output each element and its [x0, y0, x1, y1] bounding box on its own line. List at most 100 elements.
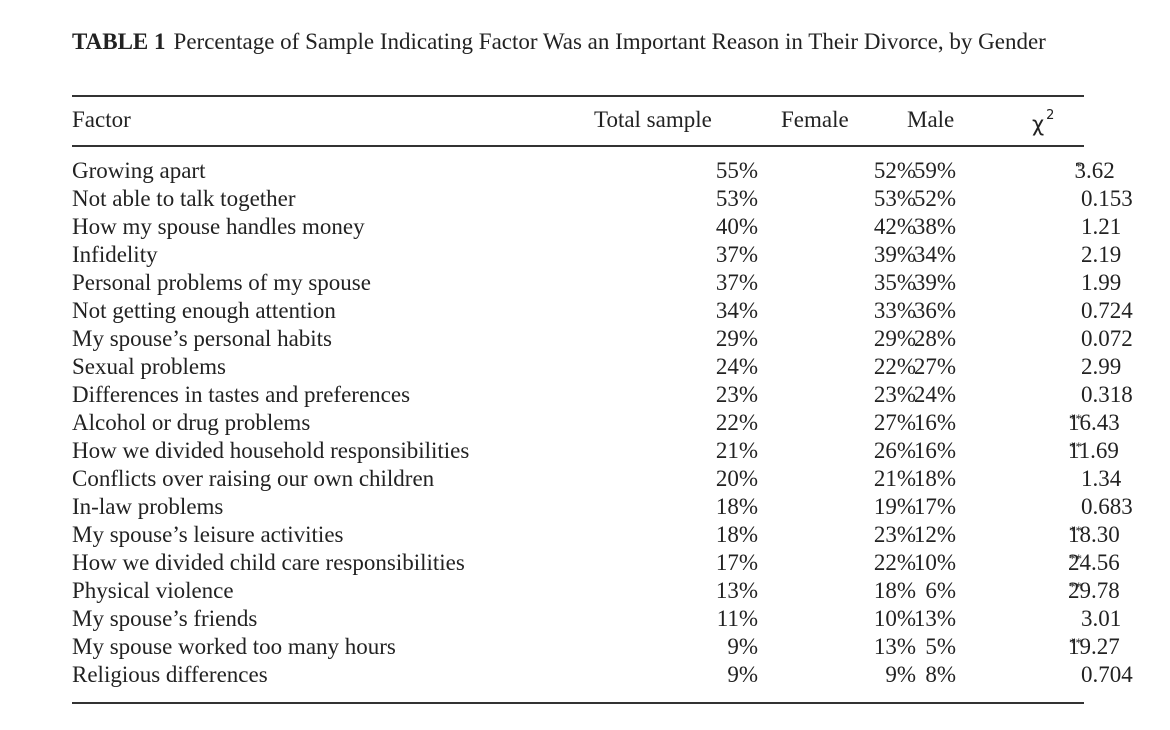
- cell-male: 34%: [913, 242, 956, 267]
- cell-factor: Physical violence: [72, 578, 234, 603]
- significance-marker: **: [1069, 523, 1082, 538]
- cell-factor: Not getting enough attention: [72, 298, 336, 323]
- cell-female: 23%: [873, 382, 916, 407]
- column-header-factor: Factor: [72, 107, 131, 132]
- table-row: Differences in tastes and preferences 23%…: [72, 381, 1133, 412]
- cell-chi-square: 11.69 **: [1068, 437, 1119, 468]
- chi-value: 2.19: [1081, 242, 1122, 267]
- cell-female: 53%: [873, 186, 916, 211]
- cell-chi-square: 0.683: [1081, 493, 1133, 524]
- chi-value: 0.153: [1081, 186, 1133, 211]
- chi-value: 18.30: [1068, 522, 1120, 547]
- column-header-female: Female: [781, 107, 849, 132]
- chi-value: 1.34: [1081, 466, 1122, 491]
- cell-male: 36%: [913, 298, 956, 323]
- cell-chi-square: 18.30 **: [1068, 521, 1120, 552]
- cell-female: 23%: [873, 522, 916, 547]
- cell-total-sample: 21%: [715, 438, 758, 463]
- table-row: How my spouse handles money 40% 42% 38% 1.21: [72, 213, 1121, 244]
- top-rule: [72, 95, 1084, 97]
- cell-chi-square: 16.43 **: [1068, 409, 1120, 440]
- cell-chi-square: 1.21: [1081, 213, 1121, 244]
- table-row: Personal problems of my spouse 37% 35% 39% 1…: [72, 269, 1121, 297]
- cell-total-sample: 18%: [715, 522, 758, 547]
- chi-value: 19.27: [1068, 634, 1120, 659]
- chi-value: 2.99: [1081, 354, 1122, 379]
- cell-male: 18%: [913, 466, 956, 491]
- cell-female: 35%: [873, 270, 916, 295]
- cell-female: 9%: [885, 662, 916, 687]
- cell-factor: Differences in tastes and preferences: [72, 382, 411, 407]
- cell-total-sample: 24%: [715, 354, 758, 379]
- cell-female: 22%: [873, 354, 916, 379]
- table-row: In-law problems 18% 19% 17% 0.683: [72, 493, 1133, 524]
- cell-female: 33%: [873, 298, 916, 323]
- cell-total-sample: 37%: [715, 270, 758, 295]
- table-row: Alcohol or drug problems 22% 27% 16% 16.43 **: [72, 409, 1120, 440]
- cell-total-sample: 53%: [715, 186, 758, 211]
- chi-value: 3.62: [1074, 158, 1115, 183]
- cell-chi-square: 2.99: [1081, 353, 1121, 384]
- cell-male: 10%: [913, 550, 956, 575]
- cell-factor: Alcohol or drug problems: [72, 410, 311, 435]
- chi-superscript: 2: [1046, 108, 1055, 123]
- cell-male: 38%: [913, 214, 956, 239]
- table-row: How we divided household responsibilitie…: [72, 437, 1119, 468]
- cell-male: 59%: [913, 158, 956, 183]
- cell-total-sample: 18%: [715, 494, 758, 519]
- table-row: My spouse’s personal habits 29% 29% 28% 0.07…: [72, 325, 1133, 356]
- table-caption: TABLE 1 Percentage of Sample Indicating F…: [72, 28, 1102, 55]
- cell-male: 16%: [913, 438, 956, 463]
- header-rule: [72, 145, 1084, 147]
- significance-marker: **: [1069, 439, 1082, 454]
- cell-total-sample: 34%: [715, 298, 758, 323]
- chi-value: 0.318: [1081, 382, 1133, 407]
- cell-factor: My spouse’s leisure activities: [72, 522, 344, 547]
- table-row: Not getting enough attention 34% 33% 36% 0.7…: [72, 297, 1133, 328]
- cell-factor: My spouse’s friends: [72, 606, 258, 631]
- cell-total-sample: 20%: [715, 466, 758, 491]
- cell-female: 42%: [873, 214, 916, 239]
- cell-total-sample: 9%: [727, 634, 758, 659]
- cell-male: 13%: [913, 606, 956, 631]
- chi-value: 29.78: [1068, 578, 1120, 603]
- cell-male: 52%: [913, 186, 956, 211]
- cell-chi-square: 24.56 **: [1068, 549, 1120, 580]
- cell-male: 27%: [913, 354, 956, 379]
- cell-factor: Sexual problems: [72, 354, 226, 379]
- column-header-total-sample: Total sample: [594, 107, 712, 132]
- chi-value: 24.56: [1068, 550, 1120, 575]
- significance-marker: **: [1069, 579, 1082, 594]
- cell-factor: How we divided child care responsibiliti…: [72, 550, 465, 575]
- cell-factor: My spouse worked too many hours: [72, 634, 396, 659]
- table-body: Growing apart 55% 52% 59% 3.62 * Not able to t…: [72, 157, 1133, 689]
- significance-marker: *: [1075, 159, 1083, 174]
- table-label: TABLE 1: [72, 29, 166, 54]
- cell-factor: Personal problems of my spouse: [72, 270, 371, 295]
- cell-chi-square: 0.724: [1081, 297, 1133, 328]
- chi-symbol: χ: [1032, 112, 1045, 136]
- cell-male: 24%: [913, 382, 956, 407]
- cell-chi-square: 0.318: [1081, 381, 1133, 412]
- cell-female: 39%: [873, 242, 916, 267]
- significance-marker: **: [1069, 635, 1082, 650]
- cell-factor: My spouse’s personal habits: [72, 326, 333, 351]
- table-row: Not able to talk together 53% 53% 52% 0.153: [72, 185, 1133, 213]
- cell-female: 27%: [873, 410, 916, 435]
- cell-factor: Infidelity: [72, 242, 158, 267]
- chi-value: 0.724: [1081, 298, 1133, 323]
- cell-chi-square: 0.072: [1081, 325, 1133, 356]
- cell-female: 52%: [873, 158, 916, 183]
- cell-female: 21%: [873, 466, 916, 491]
- cell-male: 8%: [925, 662, 956, 687]
- cell-total-sample: 13%: [715, 578, 758, 603]
- chi-value: 1.21: [1081, 214, 1122, 239]
- cell-female: 19%: [873, 494, 916, 519]
- table-row: My spouse worked too many hours 9% 13% 5% 19…: [72, 633, 1120, 661]
- table-row: Growing apart 55% 52% 59% 3.62 *: [72, 157, 1115, 188]
- table-row: Conflicts over raising our own children 2…: [72, 465, 1121, 493]
- cell-female: 10%: [873, 606, 916, 631]
- cell-chi-square: 3.62 *: [1075, 157, 1115, 188]
- table-row: Physical violence 13% 18% 6% 29.78 **: [72, 577, 1120, 605]
